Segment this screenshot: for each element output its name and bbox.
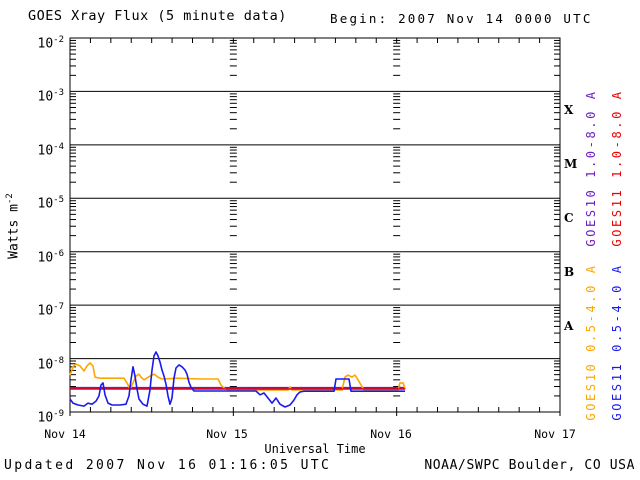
page-title: GOES Xray Flux (5 minute data) — [28, 8, 287, 24]
flare-class-label-x: X — [564, 103, 574, 117]
y-tick-label: 10-4 — [37, 142, 65, 159]
y-tick-label: 10-9 — [37, 409, 65, 426]
y-axis-label: Watts m-2 — [5, 193, 22, 259]
y-tick-label: 10-5 — [37, 195, 65, 212]
source-credit: NOAA/SWPC Boulder, CO USA — [424, 458, 635, 473]
series-goes10-0-5-4-0-a — [69, 362, 406, 391]
flare-class-label-b: B — [564, 265, 575, 279]
x-tick-label: Nov 14 — [44, 427, 86, 441]
begin-timestamp: Begin: 2007 Nov 14 0000 UTC — [330, 11, 593, 26]
x-tick-label: Nov 17 — [534, 427, 576, 441]
y-tick-label: 10-2 — [37, 35, 65, 52]
legend-goes11-short: GOES11 0.5-4.0 A — [610, 263, 624, 421]
flare-class-label-c: C — [564, 211, 574, 225]
y-tick-label: 10-3 — [37, 88, 65, 105]
x-tick-label: Nov 15 — [206, 427, 248, 441]
legend-goes11-long: GOES11 1.0-8.0 A — [610, 89, 624, 247]
updated-timestamp: Updated 2007 Nov 16 01:16:05 UTC — [4, 458, 332, 473]
x-axis-label: Universal Time — [264, 442, 366, 456]
flare-class-label-a: A — [564, 319, 574, 333]
y-tick-label: 10-7 — [37, 302, 65, 319]
plot-border — [69, 37, 561, 413]
y-tick-label: 10-6 — [37, 249, 65, 266]
legend-goes10-long: GOES10 1.0-8.0 A — [584, 89, 598, 247]
series-goes11-0-5-4-0-a — [69, 351, 405, 408]
y-tick-label: 10-8 — [37, 356, 65, 373]
flare-class-label-m: M — [564, 157, 578, 171]
x-tick-label: Nov 16 — [370, 427, 412, 441]
legend-goes10-short: GOES10 0.5-4.0 A — [584, 263, 598, 421]
